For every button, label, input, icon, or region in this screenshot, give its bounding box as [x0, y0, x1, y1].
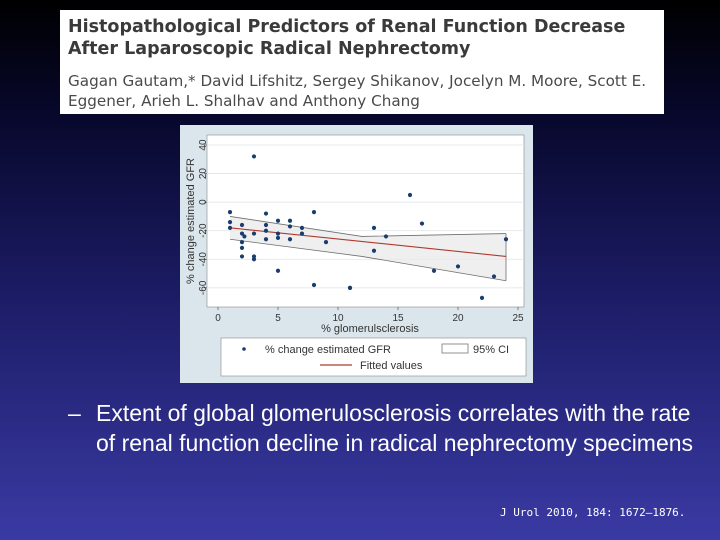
- x-tick-labels: 0 5 10 15 20 25: [215, 313, 524, 324]
- data-point: [371, 225, 377, 230]
- data-point: [323, 240, 329, 245]
- y-tick-label: -20: [198, 223, 209, 238]
- data-point: [239, 240, 245, 245]
- data-point: [311, 282, 317, 288]
- data-point: [227, 225, 233, 230]
- bullet-dash: –: [68, 400, 81, 426]
- paper-authors: Gagan Gautam,* David Lifshitz, Sergey Sh…: [68, 72, 647, 110]
- data-point: [263, 222, 269, 228]
- x-axis-label: % glomerulsclerosis: [321, 323, 419, 335]
- x-tick-label: 10: [332, 313, 344, 324]
- data-point: [251, 257, 257, 262]
- y-tick-label: 40: [198, 139, 209, 151]
- data-point: [431, 268, 437, 273]
- y-tick-label: 20: [198, 168, 209, 180]
- data-point: [275, 231, 281, 236]
- data-point: [239, 254, 245, 259]
- y-tick-label: -60: [198, 280, 209, 295]
- x-tick-label: 20: [452, 313, 464, 324]
- data-points: [227, 154, 509, 300]
- paper-header: Histopathological Predictors of Renal Fu…: [60, 10, 664, 114]
- legend-ci-label: 95% CI: [473, 344, 509, 356]
- data-point: [239, 231, 245, 236]
- ci-upper-line: [229, 216, 507, 237]
- bullet-text: Extent of global glomerulosclerosis corr…: [96, 400, 694, 456]
- legend-scatter-label: % change estimated GFR: [265, 344, 391, 356]
- y-tick-labels: -60 -40 -20 0 20 40: [198, 139, 209, 295]
- data-point: [503, 237, 509, 242]
- ci-band: [229, 216, 507, 282]
- data-point: [227, 210, 233, 215]
- y-tick-label: -40: [198, 252, 209, 267]
- data-point: [251, 154, 257, 159]
- legend-ci-swatch: [441, 343, 469, 354]
- data-point: [251, 231, 257, 236]
- data-point: [227, 220, 233, 225]
- y-axis-label: % change estimated GFR: [185, 158, 197, 284]
- data-point: [263, 237, 269, 242]
- ci-band-fill: [230, 216, 506, 281]
- chart-panel: 0 5 10 15 20 25 -60 -40 -20 0 20 40 % glomerulscle…: [180, 125, 533, 383]
- data-point: [239, 245, 245, 250]
- data-point: [371, 248, 377, 253]
- data-point: [299, 225, 305, 230]
- legend-point-marker: [242, 347, 246, 351]
- y-tick-label: 0: [198, 199, 209, 205]
- legend-box: [220, 337, 527, 377]
- data-point: [347, 285, 353, 290]
- data-point: [419, 221, 425, 226]
- data-point: [275, 235, 281, 240]
- x-tick-label: 25: [512, 313, 524, 324]
- citation: J Urol 2010, 184: 1672–1876.: [500, 506, 686, 519]
- fit-line: [229, 227, 507, 257]
- data-point: [239, 222, 245, 228]
- ci-lower-line: [229, 238, 507, 282]
- data-point: [275, 218, 281, 223]
- data-point: [263, 228, 269, 233]
- data-point: [242, 234, 247, 239]
- x-tick-label: 0: [215, 313, 221, 324]
- x-tick-label: 15: [392, 313, 404, 324]
- data-point: [455, 264, 461, 269]
- data-point: [407, 192, 413, 198]
- data-point: [479, 295, 485, 300]
- paper-title: Histopathological Predictors of Renal Fu…: [68, 17, 626, 59]
- data-point: [275, 268, 281, 273]
- data-point: [287, 237, 293, 242]
- data-point: [491, 274, 497, 279]
- fit-line-path: [229, 227, 507, 257]
- data-point: [311, 210, 317, 215]
- data-point: [287, 218, 293, 223]
- legend-fit-label: Fitted values: [360, 360, 423, 372]
- data-point: [299, 231, 305, 236]
- scatter-chart: 0 5 10 15 20 25 -60 -40 -20 0 20 40 % glomerulscle…: [185, 134, 527, 377]
- x-tick-label: 5: [275, 313, 281, 324]
- data-point: [263, 211, 269, 216]
- data-point: [287, 224, 293, 229]
- data-point: [383, 234, 389, 239]
